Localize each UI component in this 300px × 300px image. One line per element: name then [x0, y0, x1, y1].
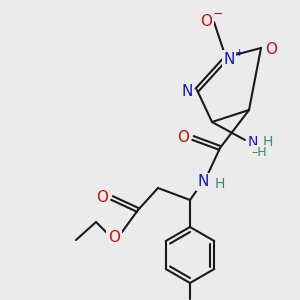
Text: N: N — [223, 52, 235, 67]
Text: O: O — [200, 14, 212, 28]
Text: H: H — [215, 177, 225, 191]
Text: –H: –H — [251, 146, 267, 158]
Text: O: O — [265, 41, 277, 56]
Text: N: N — [248, 135, 258, 149]
Text: O: O — [96, 190, 108, 205]
Text: O: O — [108, 230, 120, 245]
Text: +: + — [234, 48, 244, 58]
Text: −: − — [213, 8, 223, 20]
Text: N: N — [197, 175, 209, 190]
Text: O: O — [177, 130, 189, 145]
Text: H: H — [263, 135, 273, 149]
Text: N: N — [181, 83, 193, 98]
